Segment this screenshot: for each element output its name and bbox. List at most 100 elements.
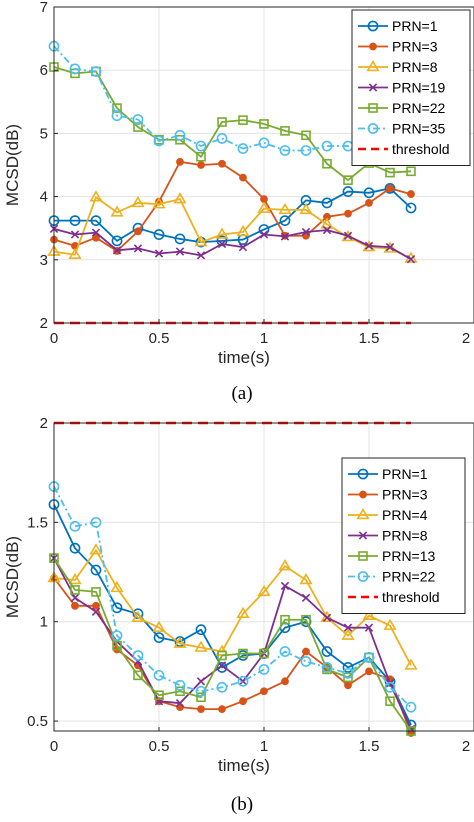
data-point (90, 215, 102, 227)
data-point (236, 225, 250, 237)
data-point (197, 161, 205, 169)
y-tick-label: 6 (40, 62, 48, 79)
data-point (69, 542, 81, 554)
legend-marker (366, 60, 380, 72)
data-point (154, 249, 164, 258)
data-point (71, 601, 79, 610)
x-tick-label: 0.5 (149, 330, 170, 347)
data-point (111, 235, 123, 247)
data-point (344, 209, 352, 218)
x-tick-label: 1 (260, 738, 268, 755)
series-prn-1 (48, 182, 417, 248)
data-point (196, 692, 206, 703)
data-point (280, 581, 290, 591)
data-point (365, 667, 373, 676)
data-point (278, 559, 292, 571)
data-point (301, 227, 311, 237)
legend-item: PRN=1 (358, 18, 438, 34)
legend-item: PRN=3 (348, 487, 428, 503)
data-point (322, 225, 332, 235)
data-point (259, 230, 269, 239)
data-point (68, 247, 82, 259)
data-point (217, 239, 227, 249)
x-tick-label: 1.5 (359, 330, 380, 347)
legend-marker (358, 551, 368, 561)
data-point (322, 158, 332, 169)
legend-item: PRN=8 (358, 59, 438, 75)
data-point (216, 235, 228, 247)
data-point (216, 681, 228, 693)
data-point (174, 679, 186, 691)
legend-label: PRN=1 (382, 466, 428, 482)
legend-label: PRN=19 (392, 80, 446, 96)
legend-marker (367, 123, 379, 134)
data-point (217, 117, 227, 127)
data-point (89, 543, 103, 555)
data-point (300, 656, 312, 667)
data-point (237, 143, 249, 154)
legend-label: PRN=4 (382, 507, 428, 523)
legend-marker (368, 83, 378, 92)
legend-label: PRN=3 (382, 487, 428, 503)
data-point (385, 696, 395, 706)
chart-panel-a: 0 0.5 1 1.5 2234567time(s)MCSD(dB)(a)PRN=1PR… (3, 0, 474, 404)
data-point (175, 134, 185, 145)
legend-label: PRN=1 (392, 18, 438, 34)
data-point (68, 573, 82, 585)
y-tick-label: 0.5 (27, 713, 48, 730)
data-point (384, 182, 396, 194)
data-point (131, 195, 145, 208)
data-point (110, 205, 124, 217)
series-prn-3 (50, 157, 415, 255)
legend-label: PRN=22 (392, 100, 446, 116)
data-point (173, 192, 187, 204)
data-point (320, 610, 334, 622)
data-point (69, 63, 81, 75)
x-tick-label: 2 (462, 330, 470, 347)
legend-label: threshold (382, 589, 440, 605)
data-point (238, 677, 248, 686)
x-axis-label: time(s) (218, 756, 270, 775)
legend-item: PRN=22 (358, 100, 446, 116)
data-point (280, 232, 290, 241)
legend-marker (357, 571, 369, 582)
legend-item: PRN=4 (348, 507, 428, 523)
data-point (259, 119, 269, 129)
data-point (70, 230, 80, 239)
data-point (404, 658, 418, 670)
data-point (302, 647, 310, 656)
data-point (153, 669, 165, 681)
y-tick-label: 2 (40, 315, 48, 332)
data-point (174, 129, 186, 141)
series-line (53, 160, 412, 252)
data-point (152, 620, 166, 632)
data-point (152, 197, 166, 209)
data-point (153, 632, 165, 644)
x-tick-label: 1.5 (359, 738, 380, 755)
data-point (134, 227, 142, 236)
data-point (342, 667, 354, 679)
data-point (344, 681, 352, 690)
data-point (176, 157, 184, 166)
legend-label: PRN=8 (382, 528, 428, 544)
x-tick-label: 1 (260, 330, 268, 347)
legend-marker (357, 468, 369, 480)
legend-marker (359, 490, 367, 499)
data-point (299, 202, 313, 215)
data-point (260, 195, 268, 204)
data-point (257, 584, 271, 597)
data-point (215, 227, 229, 239)
data-point (175, 699, 185, 708)
data-point (194, 235, 208, 247)
x-axis-label: time(s) (218, 348, 270, 367)
legend-label: PRN=22 (382, 569, 436, 585)
data-point (238, 648, 248, 659)
legend-label: threshold (392, 141, 450, 157)
legend-label: PRN=3 (392, 39, 438, 55)
data-point (342, 186, 354, 197)
data-point (195, 140, 207, 152)
data-point (174, 233, 186, 245)
data-point (406, 166, 416, 177)
data-point (69, 215, 81, 227)
legend-item: PRN=3 (358, 39, 438, 55)
